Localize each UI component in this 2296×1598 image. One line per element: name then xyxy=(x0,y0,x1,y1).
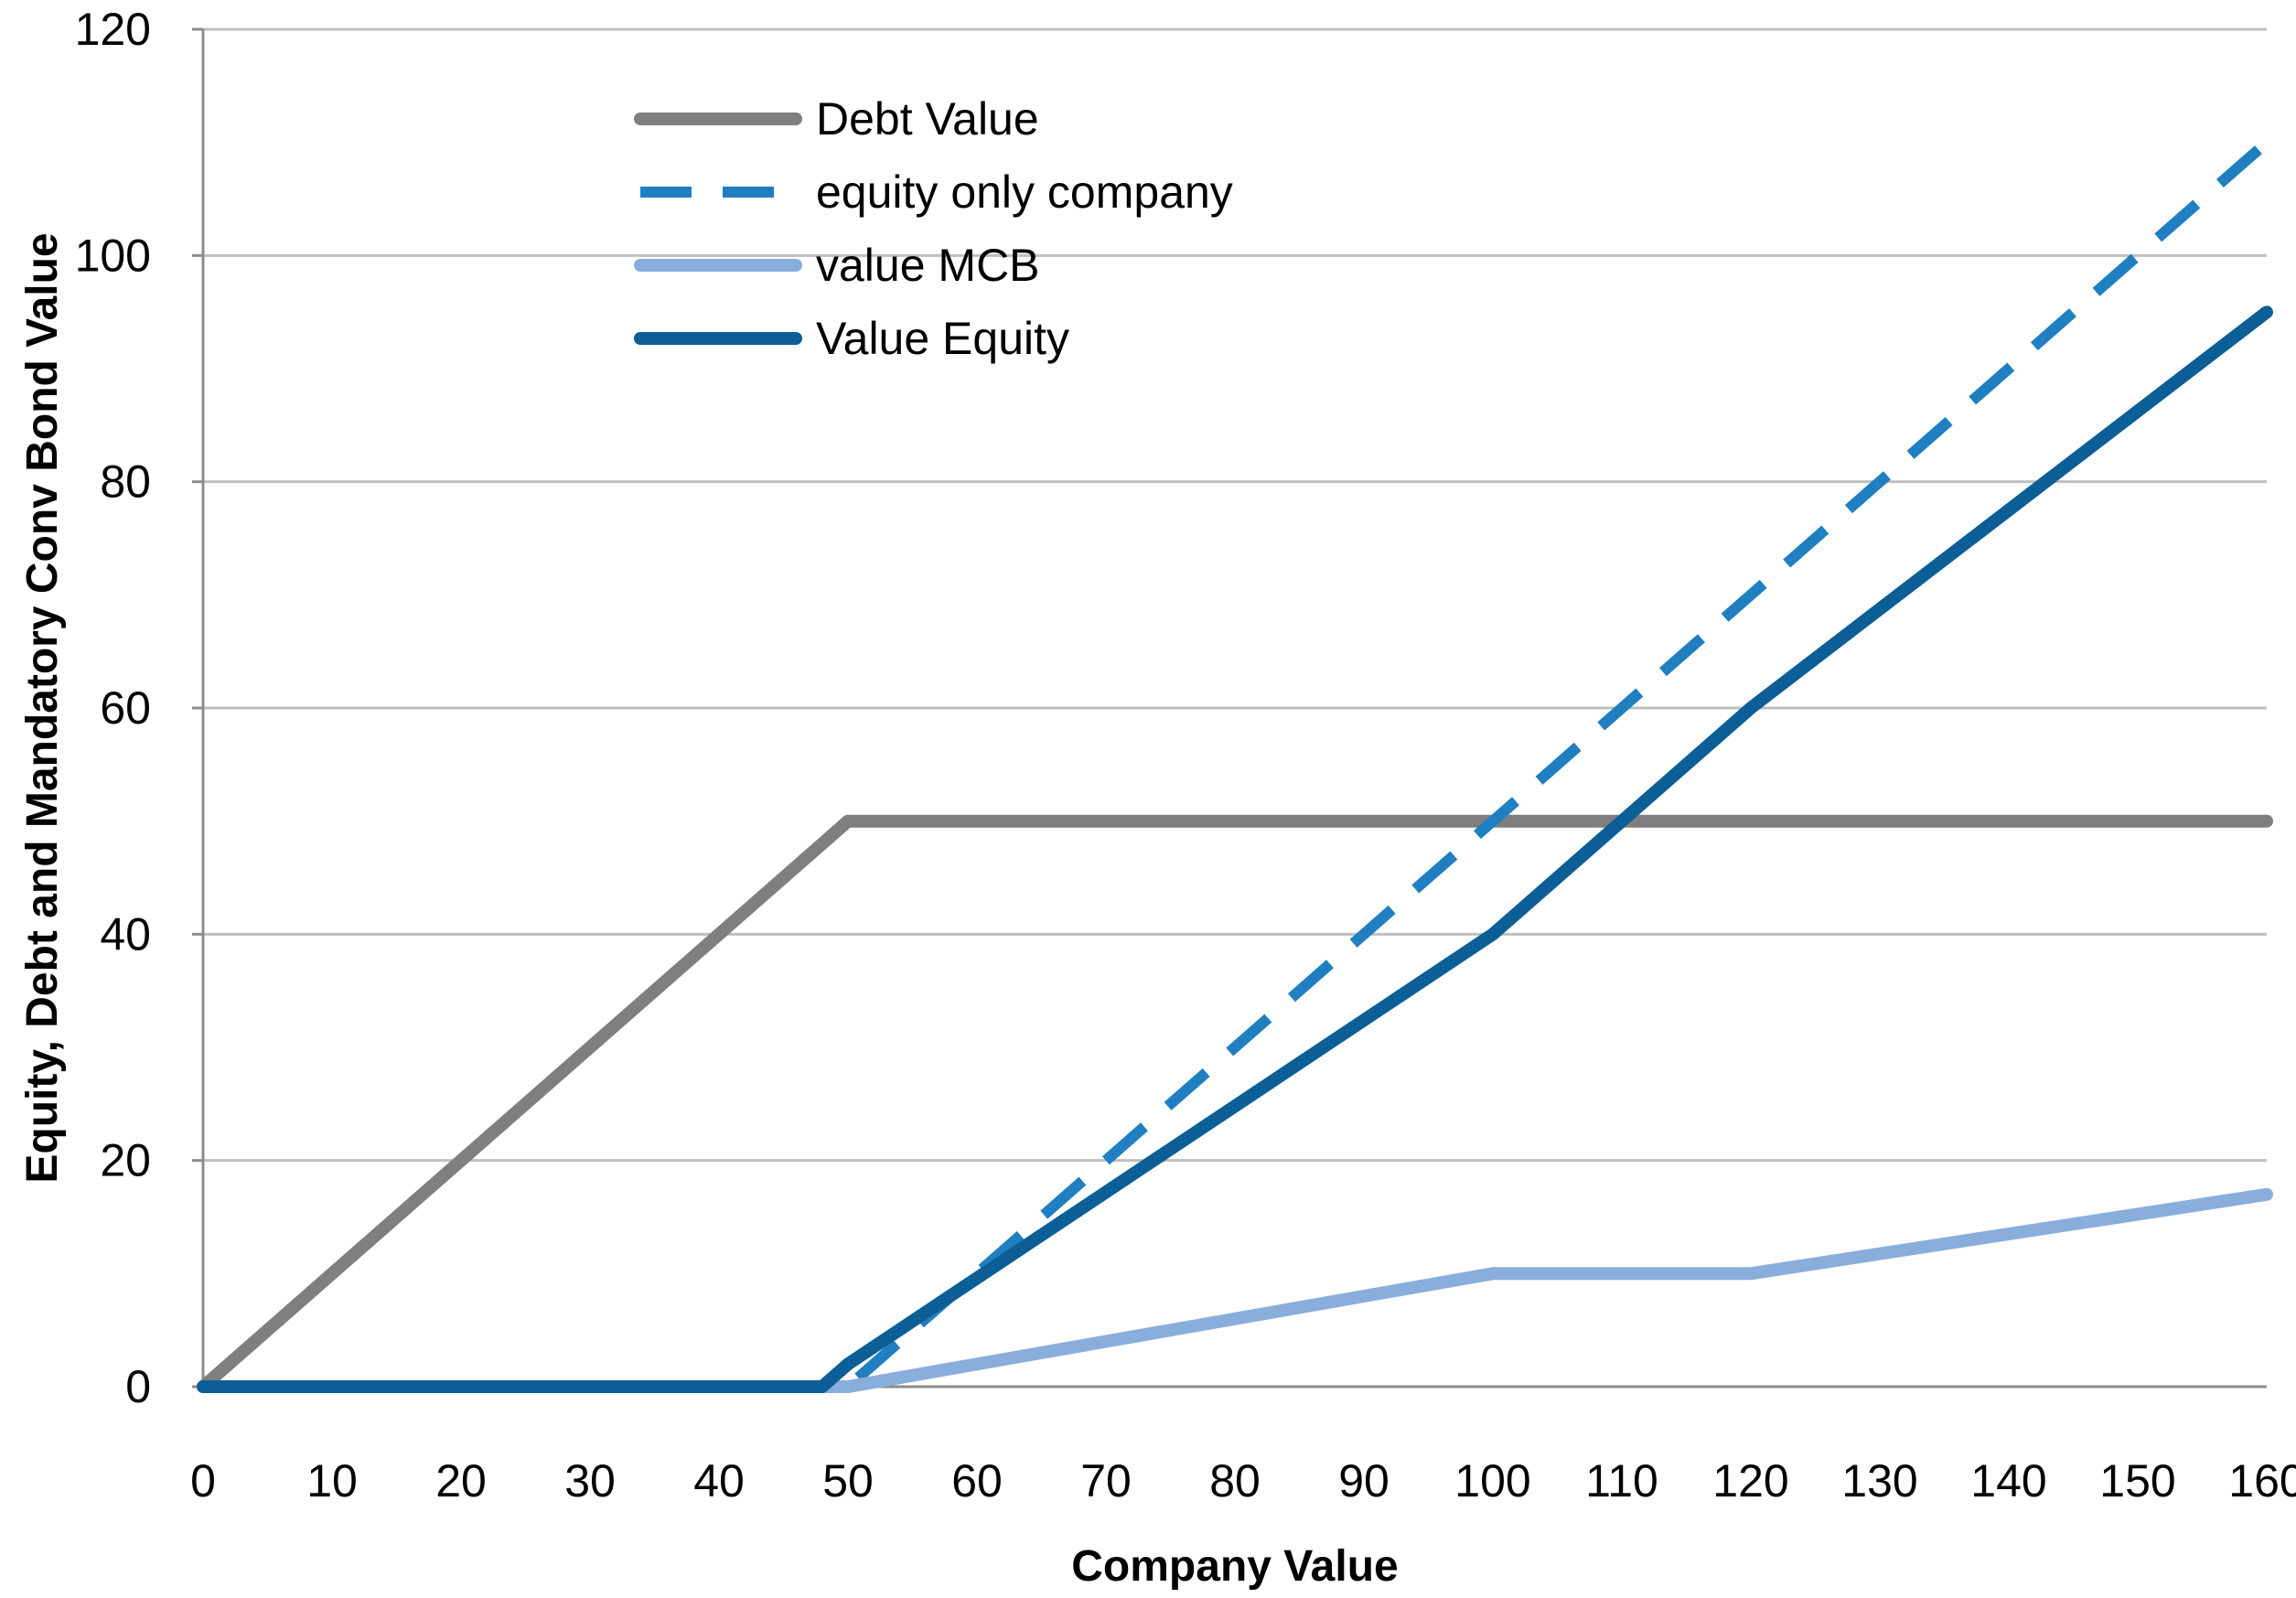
y-tick-label: 0 xyxy=(125,1361,151,1412)
y-axis-title: Equity, Debt and Mandatory Conv Bond Val… xyxy=(18,232,67,1183)
legend-label: Value Equity xyxy=(816,313,1069,364)
x-tick-label: 160 xyxy=(2228,1455,2296,1507)
x-tick-label: 20 xyxy=(435,1455,487,1507)
x-tick-label: 150 xyxy=(2099,1455,2175,1507)
series-line-debt-value xyxy=(197,814,2273,1393)
x-tick-label: 110 xyxy=(1585,1455,1658,1507)
y-tick-label: 60 xyxy=(100,682,151,734)
x-tick-label: 60 xyxy=(951,1455,1003,1507)
legend: Debt Value equity only company value MCB Va… xyxy=(634,93,1233,364)
x-tick-label: 50 xyxy=(822,1455,874,1507)
y-tick-label: 20 xyxy=(100,1135,151,1186)
legend-label: equity only company xyxy=(816,166,1233,218)
x-axis-title: Company Value xyxy=(1071,1542,1398,1591)
x-tick-label: 30 xyxy=(564,1455,616,1507)
legend-label: Debt Value xyxy=(816,93,1039,145)
x-tick-label: 100 xyxy=(1454,1455,1530,1507)
series-lines xyxy=(197,138,2273,1393)
x-tick-label: 130 xyxy=(1841,1455,1917,1507)
gridlines xyxy=(203,27,2267,1163)
series-line-value-equity xyxy=(197,306,2273,1393)
x-tick-label: 40 xyxy=(693,1455,745,1507)
x-tick-label: 0 xyxy=(190,1455,216,1507)
y-tick-label: 80 xyxy=(100,456,151,508)
x-tick-label: 120 xyxy=(1712,1455,1788,1507)
y-tick-label: 40 xyxy=(100,908,151,960)
legend-label: value MCB xyxy=(816,240,1040,291)
y-tick-label: 100 xyxy=(75,230,151,281)
axes: 0 20 40 60 80 100 120 0 10 20 30 40 50 60 70 80 90 100 110… xyxy=(75,4,2296,1507)
x-tick-label: 140 xyxy=(1970,1455,2046,1507)
x-tick-label: 10 xyxy=(306,1455,358,1507)
x-tick-label: 80 xyxy=(1209,1455,1261,1507)
y-tick-label: 120 xyxy=(75,4,151,55)
x-tick-label: 70 xyxy=(1080,1455,1132,1507)
x-tick-label: 90 xyxy=(1338,1455,1389,1507)
